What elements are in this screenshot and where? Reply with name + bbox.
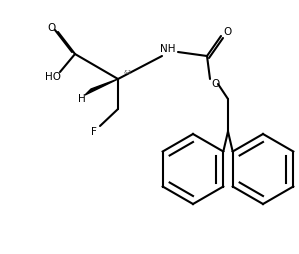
Text: NH: NH bbox=[160, 44, 176, 54]
Text: O: O bbox=[211, 79, 219, 89]
Text: &1: &1 bbox=[123, 70, 132, 74]
Polygon shape bbox=[85, 79, 118, 95]
Text: H: H bbox=[78, 94, 86, 104]
Text: O: O bbox=[224, 27, 232, 37]
Text: HO: HO bbox=[45, 72, 61, 82]
Text: O: O bbox=[48, 23, 56, 33]
Text: F: F bbox=[91, 127, 97, 137]
